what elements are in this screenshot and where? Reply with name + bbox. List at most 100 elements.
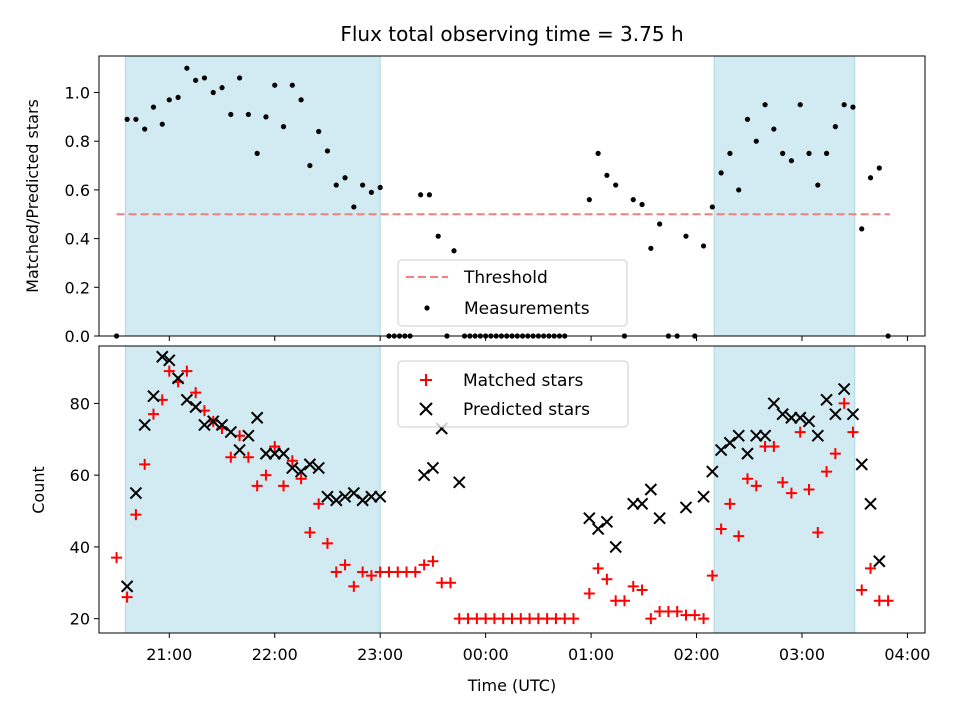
count-x-tick-label: 03:00	[779, 645, 825, 664]
measurement-point	[324, 148, 331, 154]
measurement-point	[236, 75, 243, 81]
measurement-point	[210, 89, 216, 96]
matched-star-marker	[698, 613, 710, 625]
matched-star-marker	[295, 473, 307, 485]
matched-star-marker	[785, 487, 797, 499]
count-y-tick-label: 60	[70, 466, 90, 485]
predicted-star-marker	[365, 490, 378, 503]
count-x-tick-label: 21:00	[146, 645, 192, 664]
matched-star-marker	[198, 405, 210, 417]
matched-star-marker	[865, 562, 877, 574]
predicted-star-marker	[820, 393, 833, 407]
measurement-point	[263, 114, 269, 120]
matched-star-marker	[741, 473, 753, 485]
count-plot-frame	[98, 345, 926, 634]
matched-star-marker	[409, 566, 421, 578]
ratio-legend-box	[397, 259, 628, 327]
measurement-point	[451, 248, 457, 254]
matched-star-marker	[601, 573, 613, 585]
matched-star-marker	[812, 527, 824, 539]
ratio-y-axis-ticks: 0.0 0.2 0.4 0.6 0.8 1.0	[65, 84, 99, 346]
legend-matched-swatch	[420, 374, 432, 386]
measurement-point	[193, 77, 199, 83]
count-x-tick-label: 01:00	[568, 645, 614, 664]
measurement-point	[700, 243, 707, 249]
ratio-x-axis-ticks	[168, 336, 908, 341]
measurement-point	[289, 82, 295, 88]
matched-star-marker	[313, 498, 325, 510]
measurement-point	[426, 192, 432, 198]
predicted-star-marker	[864, 497, 877, 511]
predicted-star-marker	[233, 443, 246, 457]
predicted-star-marker	[873, 555, 886, 568]
matched-star-marker	[838, 397, 850, 409]
matched-star-marker	[706, 570, 718, 582]
measurement-point	[184, 65, 190, 71]
measurement-point	[648, 245, 654, 251]
ratio-y-tick-label: 0.4	[65, 230, 90, 249]
matched-star-marker	[882, 595, 894, 607]
predicted-star-marker	[147, 390, 160, 403]
predicted-star-marker	[855, 458, 868, 471]
predicted-star-marker	[338, 490, 352, 503]
measurement-point	[586, 197, 592, 203]
measurement-point	[797, 102, 803, 108]
measurement-point	[175, 94, 181, 100]
measurement-point	[272, 82, 278, 88]
predicted-star-marker	[706, 465, 719, 478]
matched-star-marker	[348, 580, 360, 592]
predicted-star-marker	[138, 418, 151, 432]
measurement-point	[150, 104, 157, 110]
matched-star-marker	[225, 451, 237, 463]
measurement-point	[806, 150, 812, 156]
measurement-point	[418, 192, 424, 198]
matched-star-marker	[583, 588, 595, 600]
predicted-star-marker	[758, 429, 772, 442]
matched-star-marker	[163, 365, 175, 377]
predicted-star-marker	[156, 350, 169, 363]
ratio-legend: Threshold Measurements	[397, 259, 628, 327]
predicted-star-marker	[837, 382, 851, 396]
measurement-point	[133, 116, 139, 122]
matched-star-marker	[618, 595, 630, 607]
measurement-point	[124, 116, 130, 122]
predicted-star-marker	[627, 497, 640, 511]
count-y-axis-ticks: 20 40 60 80	[70, 394, 99, 629]
predicted-star-marker	[653, 511, 666, 525]
predicted-star-marker	[679, 501, 693, 514]
predicted-star-marker	[785, 411, 798, 424]
measurement-point	[630, 197, 636, 203]
observing-window-band	[124, 345, 381, 634]
count-shaded-spans	[124, 345, 856, 634]
predicted-star-points	[120, 350, 886, 593]
predicted-star-marker	[356, 494, 369, 507]
ratio-panel: 0.0 0.2 0.4 0.6 0.8 1.0 Matched/Predicted sta…	[23, 55, 926, 346]
predicted-star-marker	[714, 443, 728, 457]
predicted-star-marker	[583, 511, 596, 525]
measurement-point	[316, 128, 322, 135]
chart-title: Flux total observing time = 3.75 h	[340, 22, 683, 46]
matched-star-marker	[286, 455, 298, 467]
measurement-point	[744, 116, 751, 122]
predicted-star-marker	[312, 461, 325, 475]
measurement-point	[762, 102, 768, 108]
predicted-star-marker	[330, 494, 343, 507]
measurement-point	[435, 233, 441, 239]
predicted-star-marker	[794, 411, 807, 424]
matched-star-marker	[304, 527, 316, 539]
count-y-tick-label: 20	[70, 610, 90, 629]
matched-star-marker	[592, 562, 604, 574]
predicted-star-marker	[286, 461, 299, 475]
predicted-star-marker	[776, 407, 789, 421]
matched-star-marker	[156, 394, 168, 406]
measurement-point	[771, 126, 777, 132]
predicted-star-marker	[723, 436, 737, 450]
measurement-point	[753, 138, 759, 144]
count-y-tick-label: 40	[70, 538, 90, 557]
measurement-point	[736, 187, 742, 193]
predicted-star-marker	[120, 580, 134, 593]
matched-star-marker	[339, 559, 351, 571]
predicted-star-marker	[846, 407, 860, 421]
matched-star-marker	[636, 584, 648, 596]
